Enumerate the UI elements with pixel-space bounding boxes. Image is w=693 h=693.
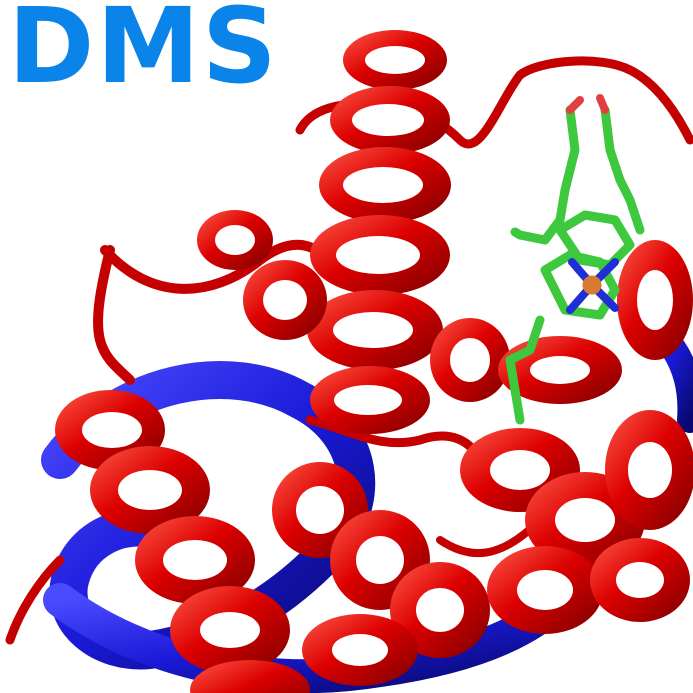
heme-side-lower xyxy=(505,315,545,425)
red-helix-right xyxy=(430,240,693,634)
red-helix-central xyxy=(307,30,451,434)
red-helix-left-lower xyxy=(55,390,310,693)
red-helix-bottom-middle xyxy=(272,462,490,686)
heme-group xyxy=(505,94,645,425)
heme-ring-mid xyxy=(540,250,620,320)
red-helix-left-upper xyxy=(197,210,327,340)
blue-helix-left xyxy=(41,361,376,670)
heme-side-left xyxy=(510,227,550,245)
heme-iron xyxy=(582,275,602,295)
loop-right xyxy=(436,516,544,558)
loop-bottom-left xyxy=(5,555,65,645)
heme-propionate-left xyxy=(540,105,580,245)
heme-propionate-right xyxy=(600,105,645,235)
loop-left xyxy=(93,245,135,385)
dms-logo: DMS xyxy=(8,0,279,107)
